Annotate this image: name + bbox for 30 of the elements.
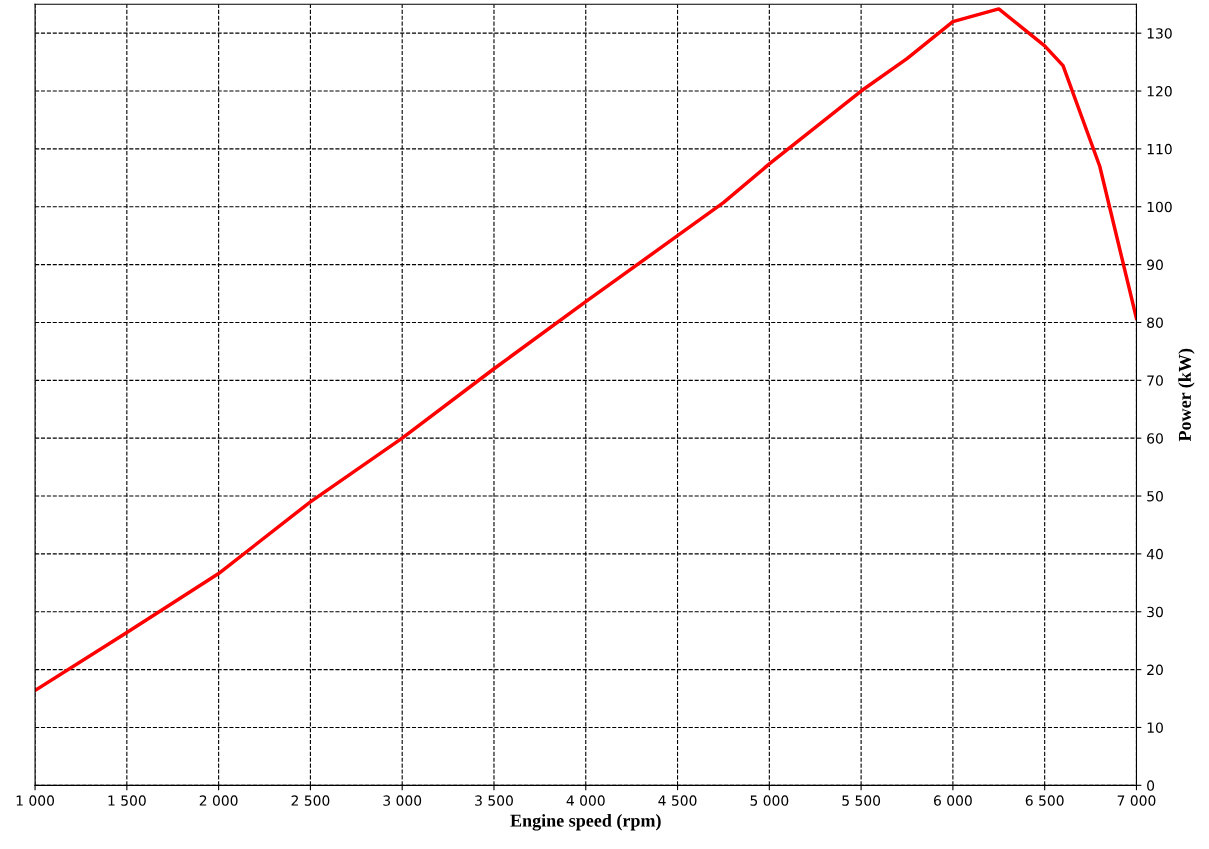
x-tick-label: 5 500 bbox=[842, 795, 881, 806]
y-tick-label: 0 bbox=[1147, 780, 1155, 791]
x-tick-label: 2 500 bbox=[291, 795, 330, 806]
y-tick-label: 60 bbox=[1147, 433, 1163, 444]
y-tick-label: 50 bbox=[1147, 491, 1163, 502]
x-tick-label: 3 000 bbox=[383, 795, 422, 806]
y-tick-label: 80 bbox=[1147, 317, 1163, 328]
x-tick-label: 1 000 bbox=[16, 795, 55, 806]
line-series bbox=[35, 7, 1137, 693]
y-tick-label: 120 bbox=[1147, 86, 1172, 97]
x-axis-title: Engine speed (rpm) bbox=[510, 814, 661, 831]
y-tick-label: 40 bbox=[1146, 548, 1163, 560]
y-tick-label: 30 bbox=[1147, 606, 1163, 618]
x-tick-label: 4 500 bbox=[658, 795, 697, 806]
y-tick-label: 90 bbox=[1147, 259, 1163, 271]
y-tick-label: 20 bbox=[1147, 664, 1163, 676]
y-tick-label: 130 bbox=[1147, 28, 1172, 39]
y-tick-label: 100 bbox=[1147, 201, 1172, 213]
y-tick-label: 70 bbox=[1147, 375, 1163, 386]
x-tick-label: 4 000 bbox=[566, 795, 605, 806]
x-tick-label: 5 000 bbox=[750, 795, 789, 806]
x-tick-label: 1 500 bbox=[108, 795, 146, 806]
x-tick-label: 3 500 bbox=[475, 795, 513, 806]
x-tick-label: 6 000 bbox=[933, 795, 972, 806]
x-tick-label: 2 000 bbox=[199, 795, 238, 806]
x-tick-label: 7 000 bbox=[1117, 795, 1156, 806]
y-tick-label: 10 bbox=[1147, 722, 1163, 733]
y-axis-title: Power (kW) bbox=[1178, 348, 1195, 442]
x-tick-label: 6 500 bbox=[1025, 795, 1064, 806]
y-tick-label: 110 bbox=[1147, 143, 1172, 155]
